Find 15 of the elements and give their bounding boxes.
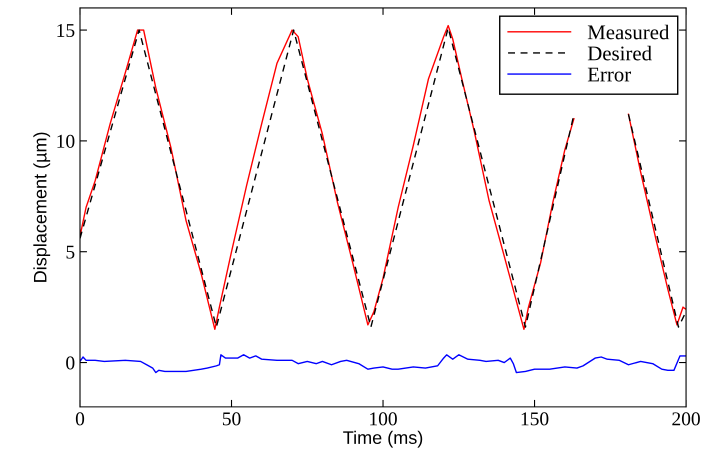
legend-label: Error: [588, 68, 632, 82]
y-axis-title: Displacement (µm): [33, 132, 50, 282]
x-axis-title: Time (ms): [343, 430, 422, 448]
line-series: [80, 354, 686, 374]
legend-label: Desired: [588, 46, 652, 60]
x-tick-label: 50: [222, 412, 240, 426]
x-tick-label: 100: [370, 412, 397, 426]
x-tick-label: 200: [672, 412, 700, 426]
x-tick-label: 0: [76, 412, 84, 426]
legend-label: Measured: [588, 24, 670, 40]
y-tick-label: 0: [66, 356, 74, 370]
y-tick-label: 10: [57, 134, 74, 148]
y-tick-label: 15: [57, 24, 74, 38]
y-tick-label: 5: [66, 246, 74, 259]
x-tick-label: 150: [522, 412, 548, 426]
